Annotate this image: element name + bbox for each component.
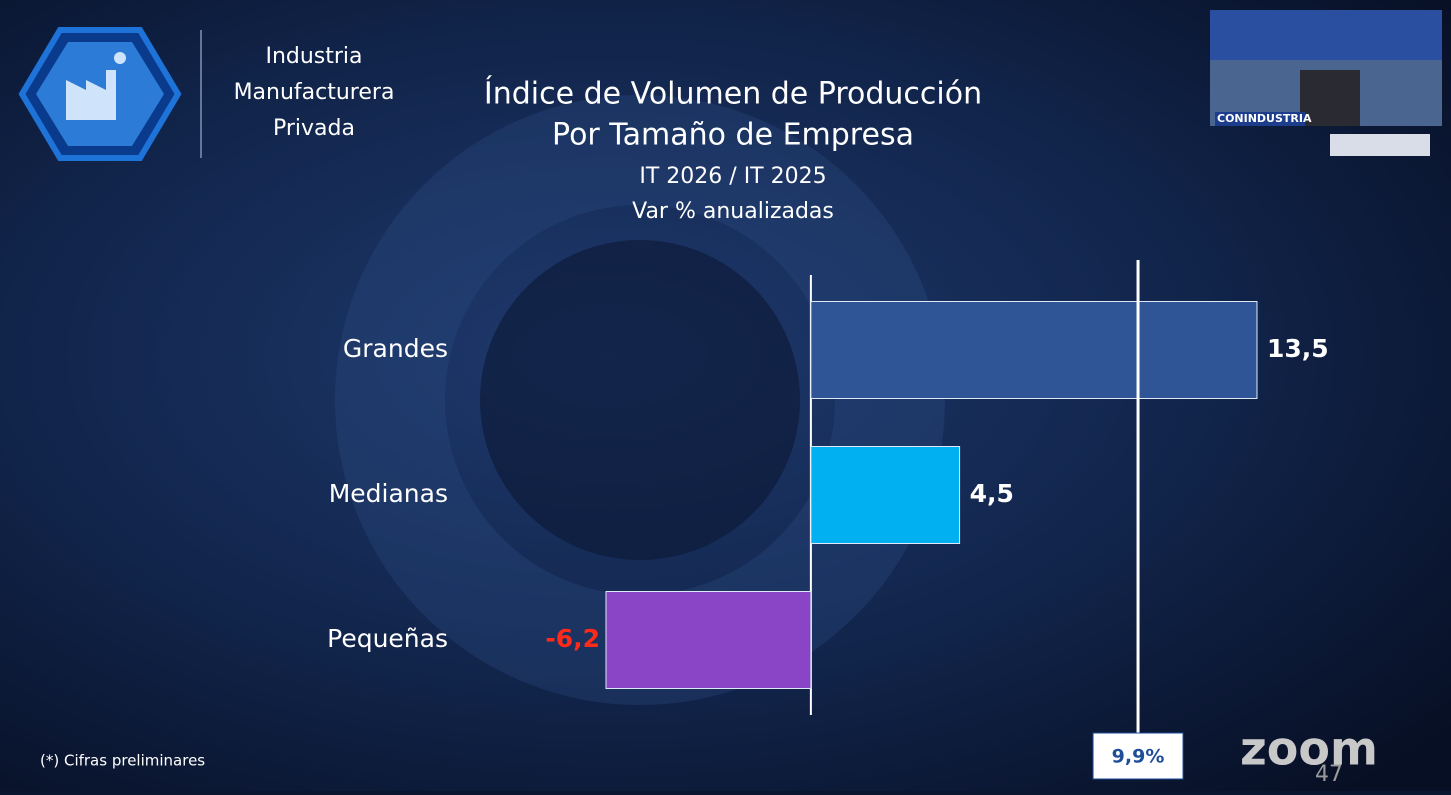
chart-subtitle: IT 2026 / IT 2025	[639, 164, 826, 189]
header-text: Manufacturera	[234, 80, 395, 105]
bar	[810, 301, 1258, 399]
value-label: 4,5	[970, 479, 1014, 508]
category-label: Pequeñas	[327, 624, 448, 653]
value-label: 13,5	[1267, 334, 1329, 363]
category-label: Grandes	[343, 334, 448, 363]
chart-title: Por Tamaño de Empresa	[552, 118, 914, 153]
zoom-brand: zoom	[1240, 722, 1378, 776]
footnote: (*) Cifras preliminares	[40, 752, 205, 770]
reference-label: 9,9%	[1112, 746, 1165, 768]
slide-number: 47	[1315, 762, 1343, 787]
chart-title: Índice de Volumen de Producción	[484, 76, 982, 112]
logo	[18, 27, 182, 161]
header-text: Industria	[265, 44, 362, 69]
video-banner: CONINDUSTRIA	[1217, 112, 1312, 125]
reference-label-box	[1092, 732, 1184, 780]
bg-decoration	[480, 240, 800, 560]
bar	[810, 446, 961, 544]
header-text: Privada	[273, 116, 355, 141]
value-label: -6,2	[545, 624, 600, 653]
category-label: Medianas	[329, 479, 448, 508]
bar	[605, 591, 812, 689]
chart-subtitle: Var % anualizadas	[632, 199, 834, 224]
video-thumbnail: CONINDUSTRIA	[1210, 10, 1442, 156]
